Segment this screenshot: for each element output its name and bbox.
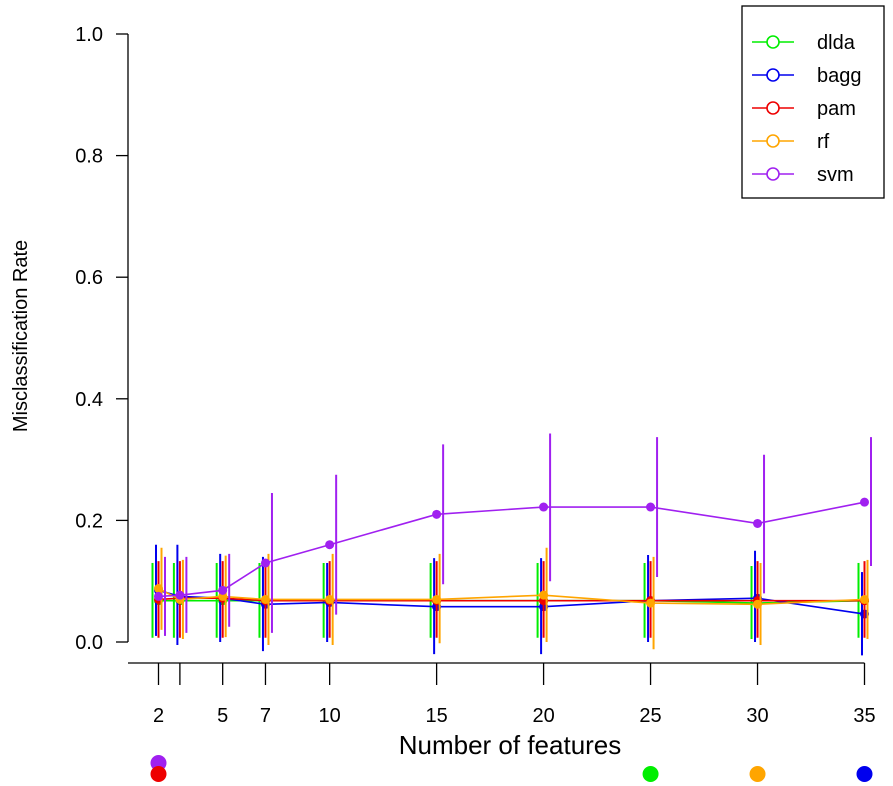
legend-marker xyxy=(766,101,780,115)
bottom-markers xyxy=(150,755,873,782)
y-tick-label: 0.0 xyxy=(75,632,103,654)
y-axis-title: Misclassification Rate xyxy=(10,240,32,432)
data-point-svm xyxy=(432,509,442,519)
legend-marker xyxy=(766,35,780,49)
x-tick-label: 10 xyxy=(319,705,341,727)
legend-marker xyxy=(766,167,780,181)
series-line-rf xyxy=(158,587,865,606)
x-tick-label: 5 xyxy=(217,705,228,727)
data-point-rf xyxy=(432,594,442,604)
legend-entry-dlda: dlda xyxy=(752,32,856,54)
bottom-marker xyxy=(150,766,167,782)
legend-marker xyxy=(766,134,780,148)
data-point-svm xyxy=(175,590,185,600)
data-point-rf xyxy=(154,583,163,593)
legend-label: svm xyxy=(817,164,854,186)
legend-entry-bagg: bagg xyxy=(752,65,862,87)
data-point-rf xyxy=(325,594,335,604)
x-tick-label: 2 xyxy=(153,705,164,727)
x-tick-label: 20 xyxy=(532,705,554,727)
data-point-svm xyxy=(325,540,335,550)
x-tick-label: 30 xyxy=(746,705,768,727)
legend-entry-pam: pam xyxy=(752,98,856,120)
x-tick-label: 15 xyxy=(425,705,447,727)
data-point-rf xyxy=(260,594,270,604)
x-axis-title: Number of features xyxy=(399,730,622,760)
legend-label: dlda xyxy=(817,32,856,54)
data-point-svm xyxy=(539,502,549,512)
y-tick-label: 0.4 xyxy=(75,389,103,411)
legend-marker xyxy=(766,68,780,82)
x-tick-label: 7 xyxy=(260,705,271,727)
series-layer xyxy=(151,433,872,656)
x-axis: 2 5 7 10 15 20 25 30 35 xyxy=(128,662,876,727)
data-point-svm xyxy=(860,497,869,507)
y-tick-label: 0.8 xyxy=(75,146,103,168)
data-point-rf xyxy=(539,590,549,600)
bottom-marker xyxy=(749,766,766,782)
legend-label: bagg xyxy=(817,65,862,87)
data-point-rf xyxy=(753,599,763,609)
legend-label: rf xyxy=(817,131,830,153)
series-rf xyxy=(154,547,869,650)
data-point-svm xyxy=(753,518,763,528)
y-axis: 0.0 0.2 0.4 0.6 0.8 1.0 xyxy=(75,24,129,654)
legend-entry-svm: svm xyxy=(752,164,854,186)
x-tick-label: 25 xyxy=(639,705,661,727)
data-point-rf xyxy=(860,594,869,604)
bottom-marker xyxy=(150,755,167,771)
data-point-svm xyxy=(154,591,163,601)
data-point-svm xyxy=(260,558,270,568)
series-line-svm xyxy=(158,501,865,598)
bottom-marker xyxy=(642,766,659,782)
legend: dlda bagg pam rf svm xyxy=(741,5,885,199)
x-tick-label: 35 xyxy=(853,705,875,727)
bottom-marker xyxy=(856,766,873,782)
legend-entry-rf: rf xyxy=(752,131,830,153)
series-svm xyxy=(154,433,872,636)
data-point-svm xyxy=(218,585,228,595)
data-point-svm xyxy=(646,502,656,512)
y-tick-label: 0.6 xyxy=(75,267,103,289)
y-tick-label: 1.0 xyxy=(75,24,103,46)
legend-box xyxy=(741,5,885,199)
legend-label: pam xyxy=(817,98,856,120)
data-point-rf xyxy=(646,598,656,608)
y-tick-label: 0.2 xyxy=(75,510,103,532)
